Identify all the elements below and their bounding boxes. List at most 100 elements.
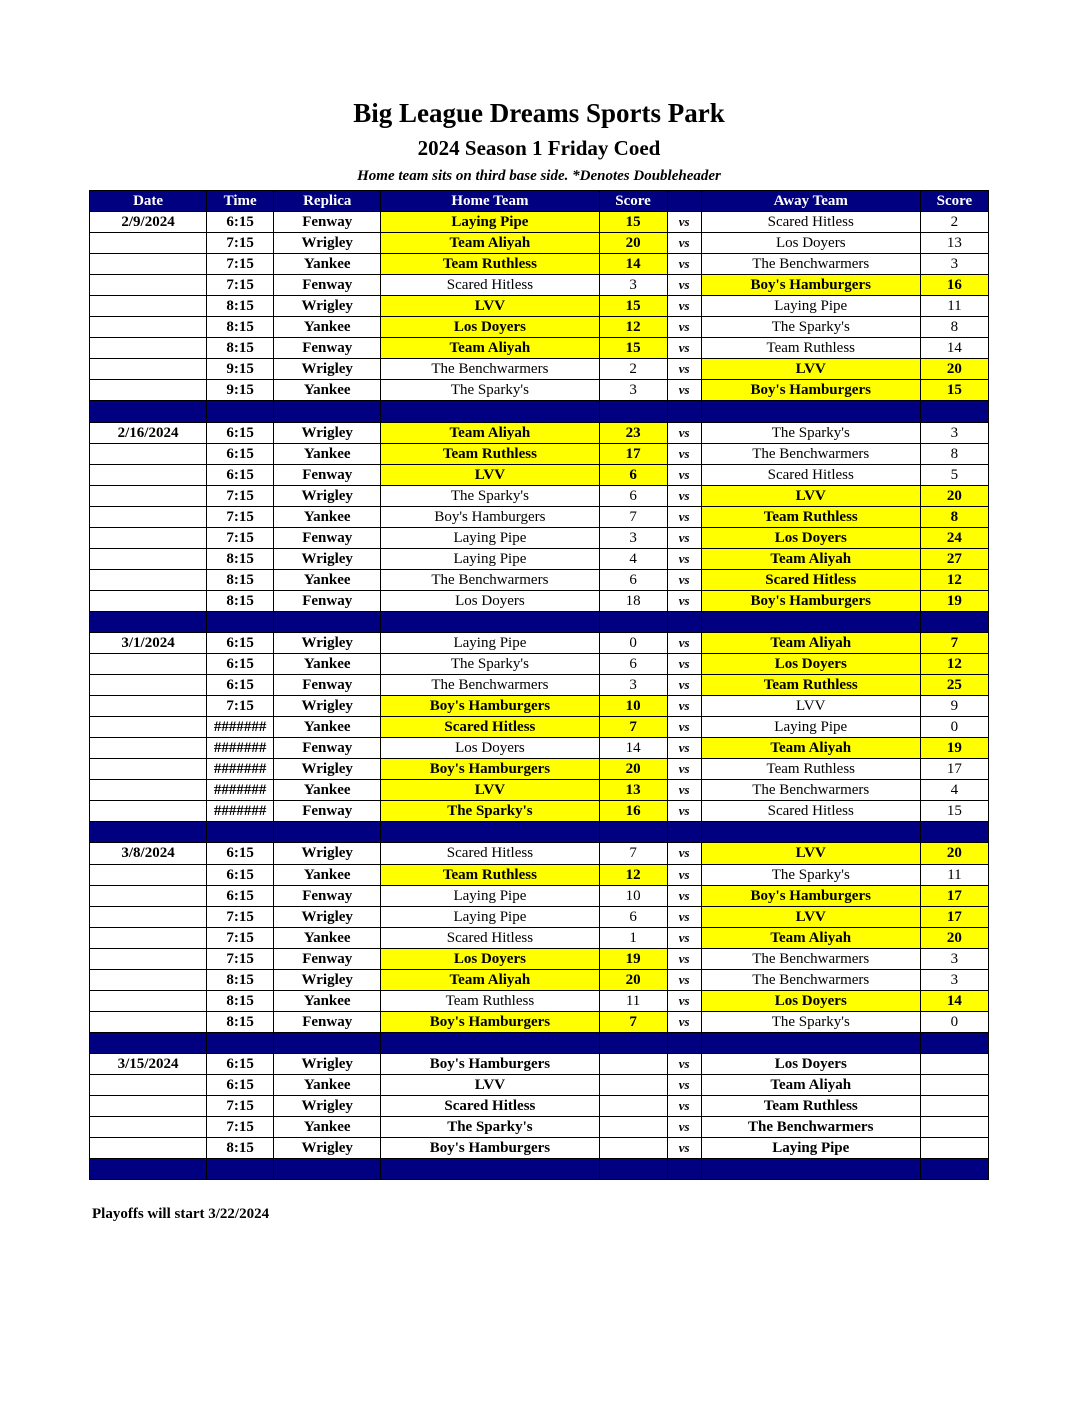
time-cell: 7:15 — [206, 695, 275, 718]
time-cell: 6:15 — [206, 884, 275, 907]
time-cell: 6:15 — [206, 863, 275, 886]
away-team-cell: The Benchwarmers — [700, 968, 921, 991]
home-team-cell: Scared Hitless — [380, 926, 600, 949]
date-cell — [88, 989, 208, 1012]
date-cell — [88, 674, 208, 697]
separator-cell — [380, 400, 600, 423]
home-team-cell: The Benchwarmers — [380, 358, 600, 381]
away-score-cell: 15 — [919, 379, 990, 402]
game-row: 7:15 Wrigley Laying Pipe 6 vs LVV 17 — [88, 905, 990, 928]
separator-cell — [206, 821, 275, 844]
vs-cell: vs — [666, 337, 702, 360]
date-cell: 3/1/2024 — [88, 631, 208, 655]
home-score-cell: 7 — [598, 505, 668, 528]
time-cell: 6:15 — [206, 631, 275, 655]
away-team-cell: LVV — [700, 484, 921, 507]
away-team-cell: Los Doyers — [700, 526, 921, 549]
header-time: Time — [206, 189, 275, 213]
home-team-cell: LVV — [380, 463, 600, 486]
away-score-cell: 14 — [919, 989, 990, 1012]
away-team-cell: Team Aliyah — [700, 737, 921, 760]
vs-cell: vs — [666, 232, 702, 255]
away-score-cell: 8 — [919, 316, 990, 339]
home-team-cell: Boy's Hamburgers — [380, 758, 600, 781]
date-cell — [88, 1116, 208, 1139]
replica-cell: Yankee — [273, 442, 382, 465]
replica-cell: Yankee — [273, 779, 382, 802]
home-score-cell: 18 — [598, 589, 668, 612]
vs-cell: vs — [666, 484, 702, 507]
replica-cell: Yankee — [273, 253, 382, 276]
home-team-cell: Scared Hitless — [380, 274, 600, 297]
date-cell — [88, 779, 208, 802]
week-separator — [88, 400, 990, 423]
separator-cell — [88, 1031, 208, 1054]
date-cell — [88, 926, 208, 949]
date-cell — [88, 800, 208, 823]
home-team-cell: The Sparky's — [380, 653, 600, 676]
vs-cell: vs — [666, 905, 702, 928]
time-cell: ####### — [206, 779, 275, 802]
away-team-cell: Team Ruthless — [700, 1095, 921, 1118]
time-cell: 7:15 — [206, 274, 275, 297]
game-row: 8:15 Yankee The Benchwarmers 6 vs Scared Hitl… — [88, 568, 990, 591]
away-score-cell: 17 — [919, 758, 990, 781]
game-row: 6:15 Yankee LVV vs Team Aliyah — [88, 1073, 990, 1097]
game-row: 8:15 Fenway Los Doyers 18 vs Boy's Hamburgers… — [88, 589, 990, 612]
replica-cell: Fenway — [273, 674, 382, 697]
vs-cell: vs — [666, 295, 702, 318]
game-row: 7:15 Yankee Boy's Hamburgers 7 vs Team Ruthle… — [88, 505, 990, 528]
game-row: 6:15 Fenway The Benchwarmers 3 vs Team Ruthle… — [88, 674, 990, 697]
away-team-cell: Laying Pipe — [700, 1137, 921, 1160]
game-row: 2/16/2024 6:15 Wrigley Team Aliyah 23 vs The S… — [88, 421, 990, 444]
replica-cell: Wrigley — [273, 1137, 382, 1160]
date-cell — [88, 653, 208, 676]
away-score-cell: 20 — [919, 358, 990, 381]
home-score-cell — [598, 1137, 668, 1160]
home-team-cell: Boy's Hamburgers — [380, 1010, 600, 1033]
away-score-cell: 14 — [919, 337, 990, 360]
vs-cell: vs — [666, 253, 702, 276]
home-team-cell: Los Doyers — [380, 589, 600, 612]
home-team-cell: Laying Pipe — [380, 905, 600, 928]
replica-cell: Fenway — [273, 1010, 382, 1033]
home-team-cell: LVV — [380, 295, 600, 318]
date-cell — [88, 253, 208, 276]
time-cell: ####### — [206, 800, 275, 823]
home-team-cell: Los Doyers — [380, 947, 600, 970]
game-row: 7:15 Yankee The Sparky's vs The Benchwarmers — [88, 1116, 990, 1139]
away-team-cell: Boy's Hamburgers — [700, 884, 921, 907]
home-score-cell: 2 — [598, 358, 668, 381]
time-cell: 8:15 — [206, 589, 275, 612]
separator-cell — [919, 400, 990, 423]
replica-cell: Wrigley — [273, 295, 382, 318]
home-team-cell: LVV — [380, 1073, 600, 1097]
away-team-cell: Los Doyers — [700, 653, 921, 676]
vs-cell: vs — [666, 631, 702, 655]
game-row: 6:15 Yankee Team Ruthless 17 vs The Benchwarm… — [88, 442, 990, 465]
game-row: 8:15 Yankee Team Ruthless 11 vs Los Doyers 14 — [88, 989, 990, 1012]
separator-cell — [700, 400, 921, 423]
replica-cell: Fenway — [273, 337, 382, 360]
replica-cell: Fenway — [273, 589, 382, 612]
away-team-cell: Los Doyers — [700, 1052, 921, 1075]
header-away-team: Away Team — [700, 189, 921, 213]
replica-cell: Wrigley — [273, 968, 382, 991]
date-cell — [88, 505, 208, 528]
replica-cell: Wrigley — [273, 695, 382, 718]
game-row: 7:15 Wrigley Team Aliyah 20 vs Los Doyers 13 — [88, 232, 990, 255]
away-team-cell: Los Doyers — [700, 232, 921, 255]
home-score-cell: 20 — [598, 968, 668, 991]
replica-cell: Yankee — [273, 1116, 382, 1139]
away-team-cell: The Sparky's — [700, 421, 921, 444]
separator-cell — [598, 400, 668, 423]
vs-cell: vs — [666, 926, 702, 949]
game-row: 8:15 Wrigley Team Aliyah 20 vs The Benchwarme… — [88, 968, 990, 991]
replica-cell: Yankee — [273, 653, 382, 676]
vs-cell: vs — [666, 1116, 702, 1139]
date-cell — [88, 1073, 208, 1097]
game-row: 8:15 Wrigley Boy's Hamburgers vs Laying Pipe — [88, 1137, 990, 1160]
away-team-cell: Team Ruthless — [700, 337, 921, 360]
separator-cell — [206, 400, 275, 423]
date-cell — [88, 568, 208, 591]
